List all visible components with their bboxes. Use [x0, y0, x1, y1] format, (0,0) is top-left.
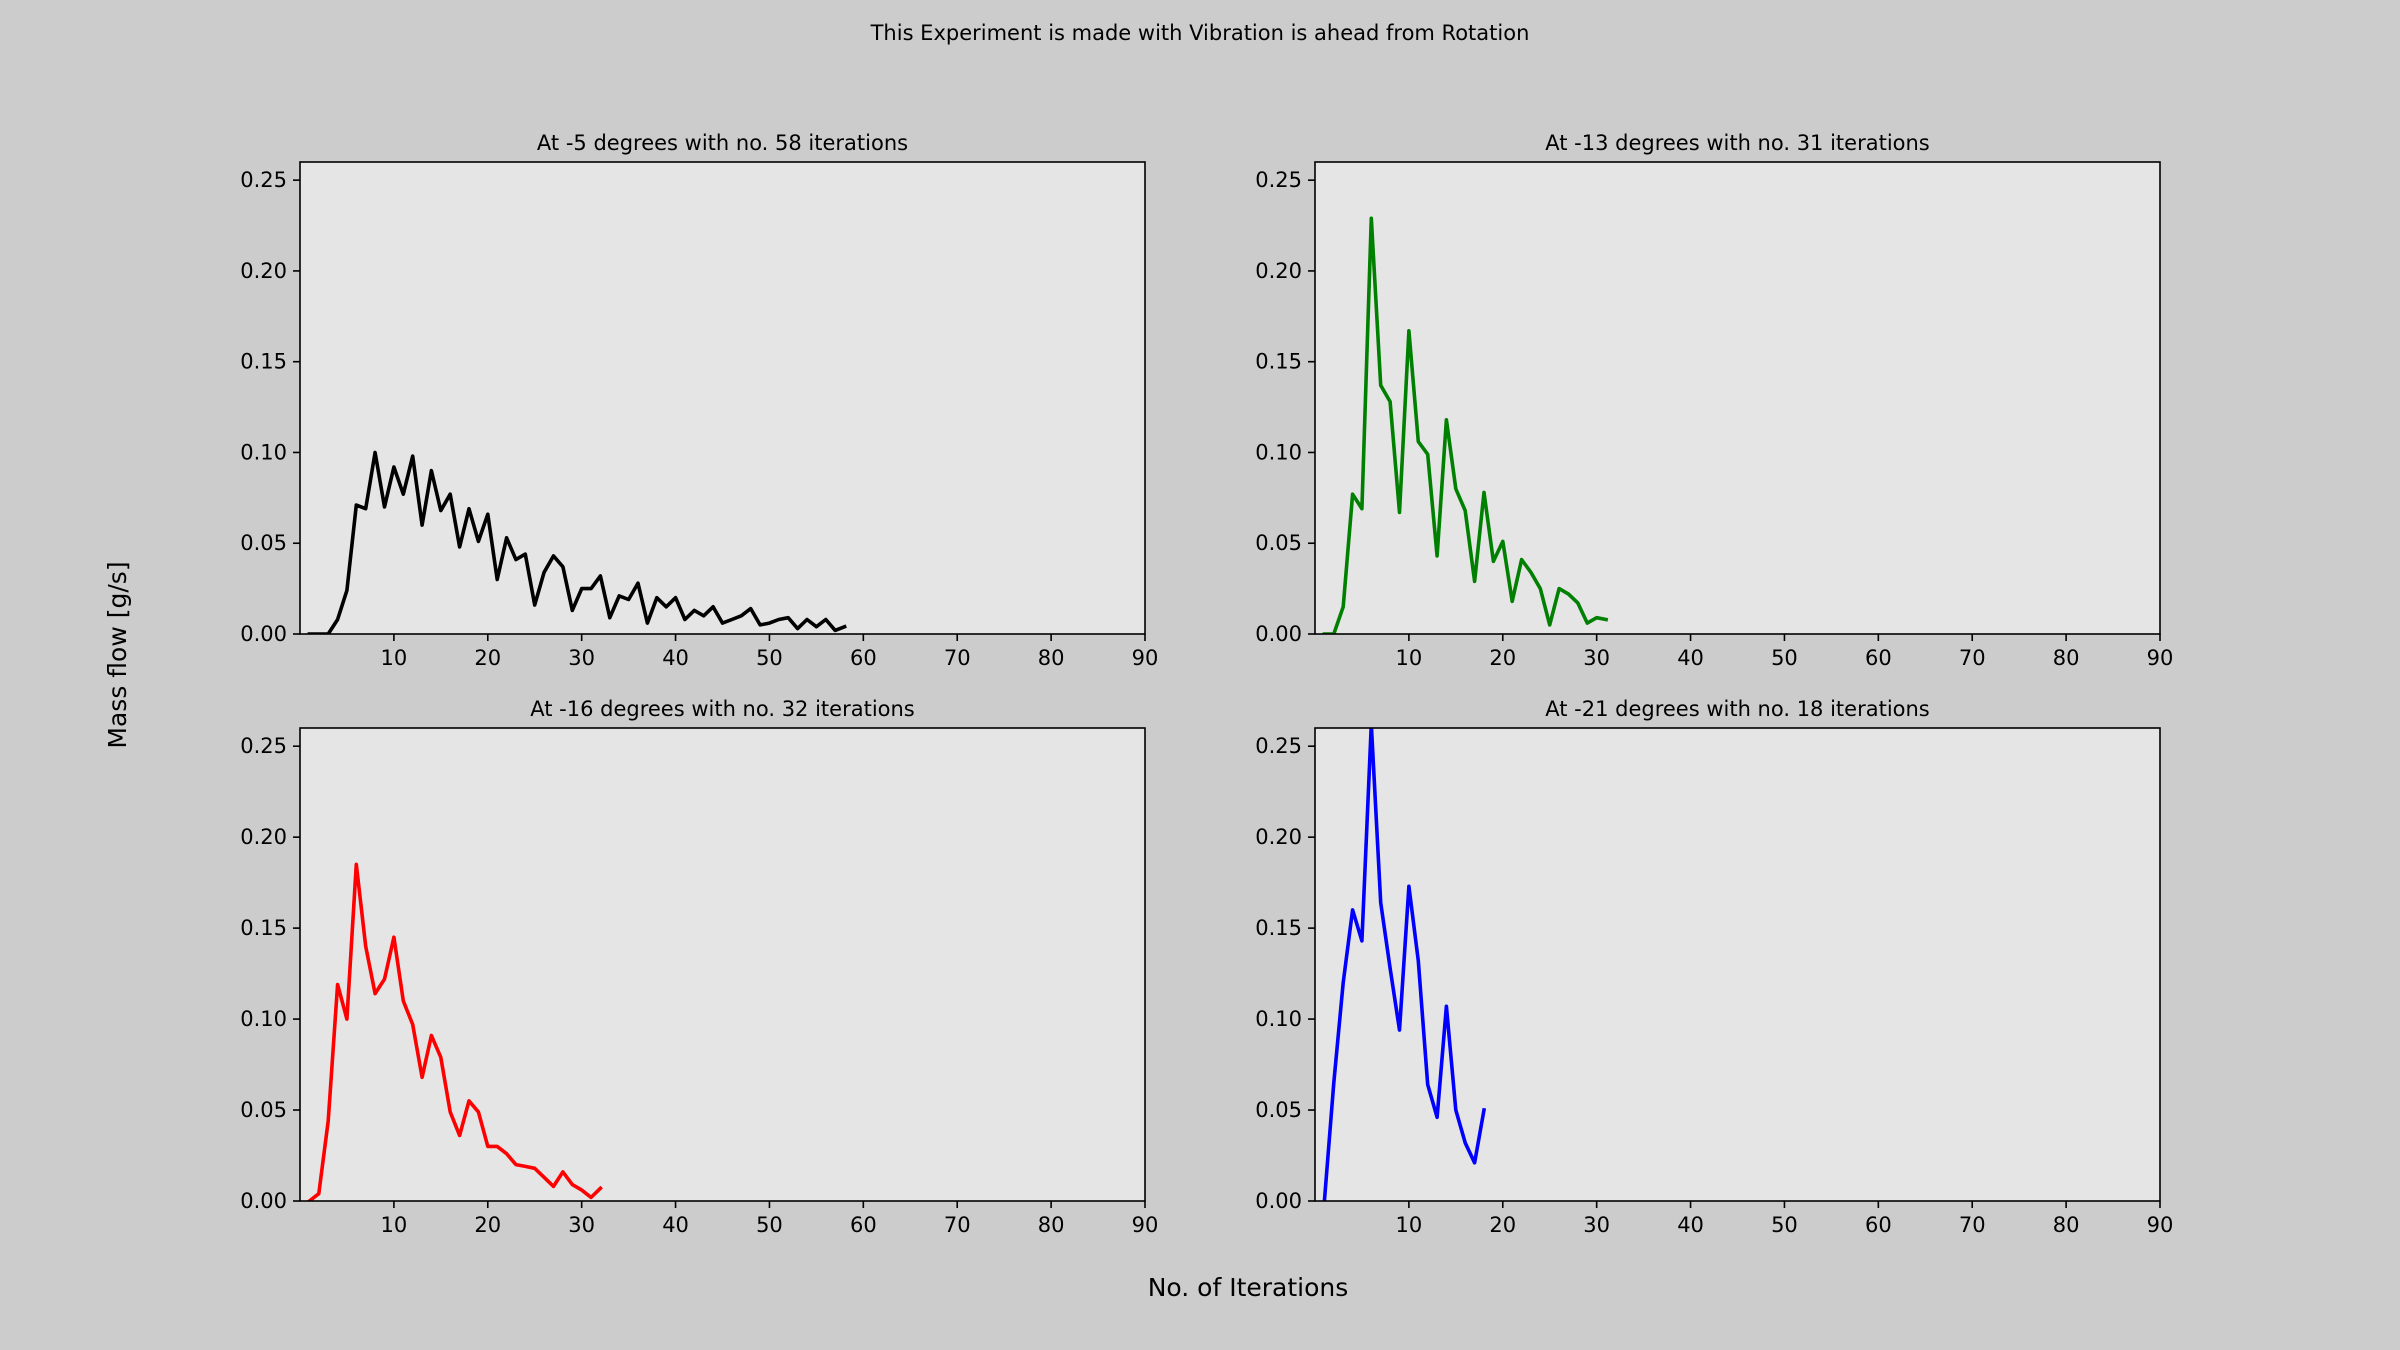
- x-tick-label: 40: [662, 646, 689, 670]
- x-tick-label: 50: [756, 1213, 783, 1237]
- x-tick-label: 20: [1489, 1213, 1516, 1237]
- x-tick-label: 80: [2053, 1213, 2080, 1237]
- y-tick-label: 0.15: [240, 350, 287, 374]
- y-tick-label: 0.00: [1255, 1189, 1302, 1213]
- x-tick-label: 30: [568, 1213, 595, 1237]
- x-tick-label: 20: [474, 1213, 501, 1237]
- y-tick-label: 0.05: [1255, 531, 1302, 555]
- y-tick-label: 0.20: [1255, 259, 1302, 283]
- x-tick-label: 30: [568, 646, 595, 670]
- x-tick-label: 80: [1038, 646, 1065, 670]
- y-tick-label: 0.05: [1255, 1098, 1302, 1122]
- x-tick-label: 20: [1489, 646, 1516, 670]
- x-tick-label: 10: [381, 646, 408, 670]
- x-tick-label: 40: [1677, 1213, 1704, 1237]
- y-tick-label: 0.20: [1255, 825, 1302, 849]
- axes-frame: [1314, 161, 2161, 635]
- x-tick-label: 40: [1677, 646, 1704, 670]
- subplot-2: 10 20 30 40 50 60 70 80 90 0.00 0.05 0.10 0.15 0.20 0.…: [1255, 131, 2173, 670]
- x-tick-label: 90: [1132, 1213, 1159, 1237]
- figure-title: This Experiment is made with Vibration i…: [870, 21, 1530, 45]
- x-tick-label: 60: [1865, 646, 1892, 670]
- series-line: [307, 450, 847, 634]
- y-tick-label: 0.25: [1255, 734, 1302, 758]
- x-tick-label: 30: [1583, 646, 1610, 670]
- x-tick-label: 10: [381, 1213, 408, 1237]
- x-tick-label: 90: [2147, 1213, 2174, 1237]
- x-tick-label: 50: [1771, 646, 1798, 670]
- x-tick-label: 50: [1771, 1213, 1798, 1237]
- x-tick-label: 40: [662, 1213, 689, 1237]
- y-tick-label: 0.10: [240, 1007, 287, 1031]
- axes-frame: [299, 161, 1146, 635]
- series-line: [1322, 728, 1487, 1201]
- subplot-title: At -21 degrees with no. 18 iterations: [1545, 697, 1930, 721]
- x-tick-label: 80: [2053, 646, 2080, 670]
- x-tick-label: 50: [756, 646, 783, 670]
- x-tick-label: 30: [1583, 1213, 1610, 1237]
- y-tick-label: 0.10: [1255, 440, 1302, 464]
- y-tick-label: 0.10: [1255, 1007, 1302, 1031]
- x-axis-label: No. of Iterations: [1148, 1273, 1349, 1302]
- y-tick-label: 0.25: [240, 168, 287, 192]
- y-tick-label: 0.05: [240, 1098, 287, 1122]
- series-line: [1322, 216, 1609, 634]
- x-tick-label: 70: [1959, 646, 1986, 670]
- x-tick-label: 60: [850, 646, 877, 670]
- y-tick-label: 0.15: [1255, 350, 1302, 374]
- subplot-4: 10 20 30 40 50 60 70 80 90 0.00 0.05 0.10 0.15 0.20 0.…: [1255, 697, 2173, 1237]
- plot-area: [1315, 728, 2160, 1201]
- series-line: [306, 862, 603, 1201]
- y-axis-label: Mass flow [g/s]: [103, 561, 132, 748]
- subplot-title: At -16 degrees with no. 32 iterations: [530, 697, 915, 721]
- x-tick-label: 10: [1396, 646, 1423, 670]
- x-tick-label: 60: [850, 1213, 877, 1237]
- plot-area: [300, 162, 1145, 634]
- x-tick-label: 90: [1132, 646, 1159, 670]
- x-tick-label: 80: [1038, 1213, 1065, 1237]
- y-tick-label: 0.15: [240, 916, 287, 940]
- x-tick-label: 60: [1865, 1213, 1892, 1237]
- x-tick-label: 70: [944, 646, 971, 670]
- subplot-title: At -13 degrees with no. 31 iterations: [1545, 131, 1930, 155]
- y-tick-label: 0.00: [240, 1189, 287, 1213]
- subplot-1: 10 20 30 40 50 60 70 80 90 0.00 0.05 0.10 0.15 0.20 0.…: [240, 131, 1158, 670]
- y-tick-label: 0.20: [240, 825, 287, 849]
- subplot-grid: 10 20 30 40 50 60 70 80 90 0.00 0.05 0.10 0.15 0.20 0.…: [240, 131, 2173, 1237]
- y-tick-label: 0.00: [240, 622, 287, 646]
- y-tick-label: 0.20: [240, 259, 287, 283]
- x-tick-label: 70: [944, 1213, 971, 1237]
- x-tick-label: 10: [1396, 1213, 1423, 1237]
- subplot-title: At -5 degrees with no. 58 iterations: [537, 131, 908, 155]
- y-tick-label: 0.25: [240, 734, 287, 758]
- x-tick-label: 70: [1959, 1213, 1986, 1237]
- subplot-3: 10 20 30 40 50 60 70 80 90 0.00 0.05 0.10 0.15 0.20 0.…: [240, 697, 1158, 1237]
- axes-frame: [1314, 727, 2161, 1202]
- y-tick-label: 0.25: [1255, 168, 1302, 192]
- y-tick-label: 0.10: [240, 440, 287, 464]
- axes-frame: [299, 727, 1146, 1202]
- x-tick-label: 90: [2147, 646, 2174, 670]
- plot-area: [300, 728, 1145, 1201]
- plot-area: [1315, 162, 2160, 634]
- y-tick-label: 0.00: [1255, 622, 1302, 646]
- y-tick-label: 0.05: [240, 531, 287, 555]
- y-tick-label: 0.15: [1255, 916, 1302, 940]
- x-tick-label: 20: [474, 646, 501, 670]
